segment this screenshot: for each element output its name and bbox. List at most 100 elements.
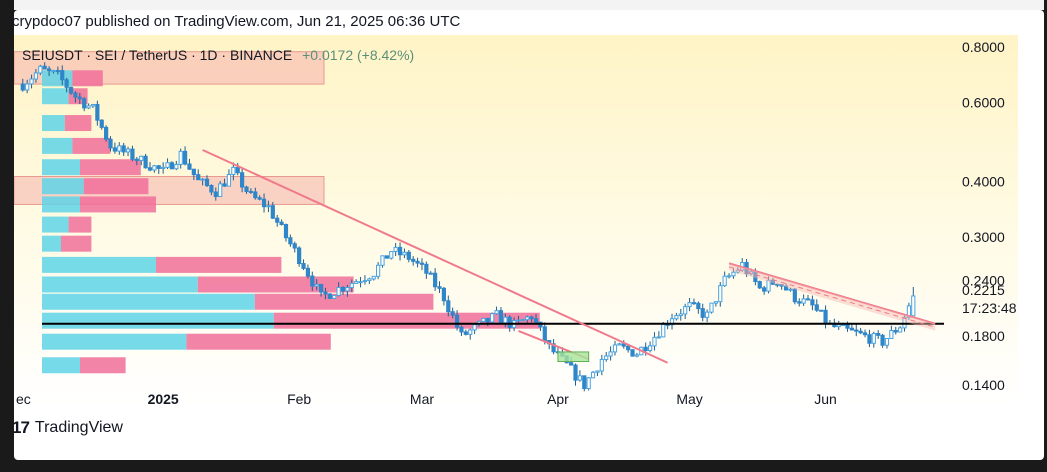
volume-profile-down-6 bbox=[80, 196, 156, 213]
candle-body bbox=[788, 288, 793, 291]
candle-body bbox=[854, 329, 859, 332]
candle-body bbox=[709, 302, 714, 313]
candle-body bbox=[669, 318, 675, 326]
candle-body bbox=[551, 343, 556, 353]
candle-body bbox=[792, 288, 797, 303]
trendline-0 bbox=[202, 149, 669, 364]
candle-body bbox=[867, 334, 872, 344]
candle-body bbox=[55, 70, 60, 73]
volume-profile-up-2 bbox=[42, 115, 65, 132]
candle-body bbox=[494, 310, 499, 315]
candle-body bbox=[362, 280, 368, 283]
candle-body bbox=[634, 354, 640, 357]
volume-profile-up-9 bbox=[42, 256, 156, 273]
volume-profile-up-11 bbox=[42, 293, 255, 310]
candle-body bbox=[595, 370, 600, 373]
candle-body bbox=[617, 343, 622, 346]
candle-body bbox=[125, 148, 131, 153]
candle-body bbox=[33, 72, 39, 80]
candle-body bbox=[257, 197, 262, 200]
y-tick-label: 0.1800 bbox=[962, 328, 1005, 344]
candle-body bbox=[674, 315, 679, 320]
candle-body bbox=[406, 251, 411, 260]
candle-body bbox=[893, 329, 898, 333]
candle-body bbox=[204, 178, 210, 186]
candle-body bbox=[687, 302, 692, 308]
candle-body bbox=[376, 264, 381, 277]
candle-body bbox=[529, 316, 534, 320]
candle-body bbox=[218, 183, 223, 198]
candle-body bbox=[51, 70, 56, 73]
volume-profile-up-14 bbox=[42, 357, 80, 374]
candle-body bbox=[174, 163, 179, 170]
candle-body bbox=[801, 298, 806, 304]
candle-body bbox=[683, 306, 688, 315]
candle-body bbox=[95, 103, 100, 121]
trend-channel bbox=[729, 263, 936, 331]
candle-body bbox=[336, 286, 341, 296]
candle-body bbox=[231, 166, 236, 175]
x-tick-label: Feb bbox=[287, 391, 311, 407]
x-tick-label: 2025 bbox=[148, 391, 179, 407]
candle-body bbox=[612, 344, 618, 353]
volume-profile-up-12 bbox=[42, 312, 274, 329]
candle-body bbox=[757, 281, 762, 289]
candle-body bbox=[358, 281, 363, 284]
candle-body bbox=[305, 267, 311, 277]
candle-body bbox=[823, 309, 828, 324]
volume-profile-up-3 bbox=[42, 137, 73, 154]
candle-body bbox=[108, 138, 113, 149]
candle-body bbox=[248, 190, 253, 193]
candle-body bbox=[661, 323, 666, 338]
candle-body bbox=[718, 285, 723, 303]
candle-body bbox=[165, 162, 170, 168]
y-tick-label: 0.3000 bbox=[962, 229, 1005, 245]
candle-body bbox=[582, 375, 587, 390]
candle-body bbox=[191, 168, 196, 176]
candle-body bbox=[244, 186, 249, 192]
candle-body bbox=[297, 247, 302, 265]
candle-body bbox=[652, 336, 657, 347]
symbol-legend: SEIUSDT · SEI / TetherUS · 1D · BINANCE … bbox=[22, 47, 414, 63]
candle-body bbox=[389, 251, 394, 259]
volume-profile-down-0 bbox=[72, 70, 103, 87]
volume-profile-down-14 bbox=[80, 357, 126, 374]
candle-body bbox=[380, 255, 385, 266]
candle-body bbox=[481, 317, 486, 322]
volume-profile-down-3 bbox=[72, 137, 111, 154]
candle-body bbox=[516, 319, 521, 322]
candle-body bbox=[441, 287, 447, 302]
candle-body bbox=[898, 327, 903, 333]
candle-body bbox=[323, 291, 328, 295]
candle-body bbox=[862, 332, 868, 336]
publish-caption: crypdoc07 published on TradingView.com, … bbox=[12, 13, 461, 30]
candle-body bbox=[235, 166, 240, 174]
candle-body bbox=[762, 287, 767, 292]
candle-body bbox=[393, 246, 398, 253]
x-tick-label: ec bbox=[16, 391, 31, 407]
symbol-change: +0.0172 (+8.42%) bbox=[302, 47, 415, 63]
volume-profile-up-7 bbox=[42, 216, 69, 233]
candle-body bbox=[318, 283, 324, 293]
candle-body bbox=[104, 126, 109, 140]
candle-body bbox=[819, 309, 824, 312]
candle-body bbox=[134, 158, 139, 161]
price-chart[interactable]: 0.8000 0.6000 0.4000 0.3000 0.2400 0.1800 0.14… bbox=[14, 35, 1034, 415]
candle-body bbox=[713, 301, 718, 304]
candle-body bbox=[678, 313, 683, 317]
x-tick-label: May bbox=[676, 391, 702, 407]
y-tick-label: 0.1400 bbox=[962, 377, 1005, 393]
y-tick-label: 0.4000 bbox=[962, 173, 1005, 189]
accumulation-box bbox=[557, 351, 590, 363]
candle-body bbox=[178, 150, 183, 165]
x-tick-label: Apr bbox=[547, 391, 569, 407]
candle-body bbox=[468, 329, 473, 335]
y-tick-label: 0.8000 bbox=[962, 39, 1005, 55]
candle-body bbox=[797, 301, 802, 304]
candle-body bbox=[147, 167, 153, 171]
candle-body bbox=[283, 224, 289, 239]
volume-profile-up-13 bbox=[42, 333, 187, 350]
candle-body bbox=[533, 318, 539, 323]
candle-body bbox=[367, 278, 372, 282]
candle-body bbox=[731, 271, 736, 277]
